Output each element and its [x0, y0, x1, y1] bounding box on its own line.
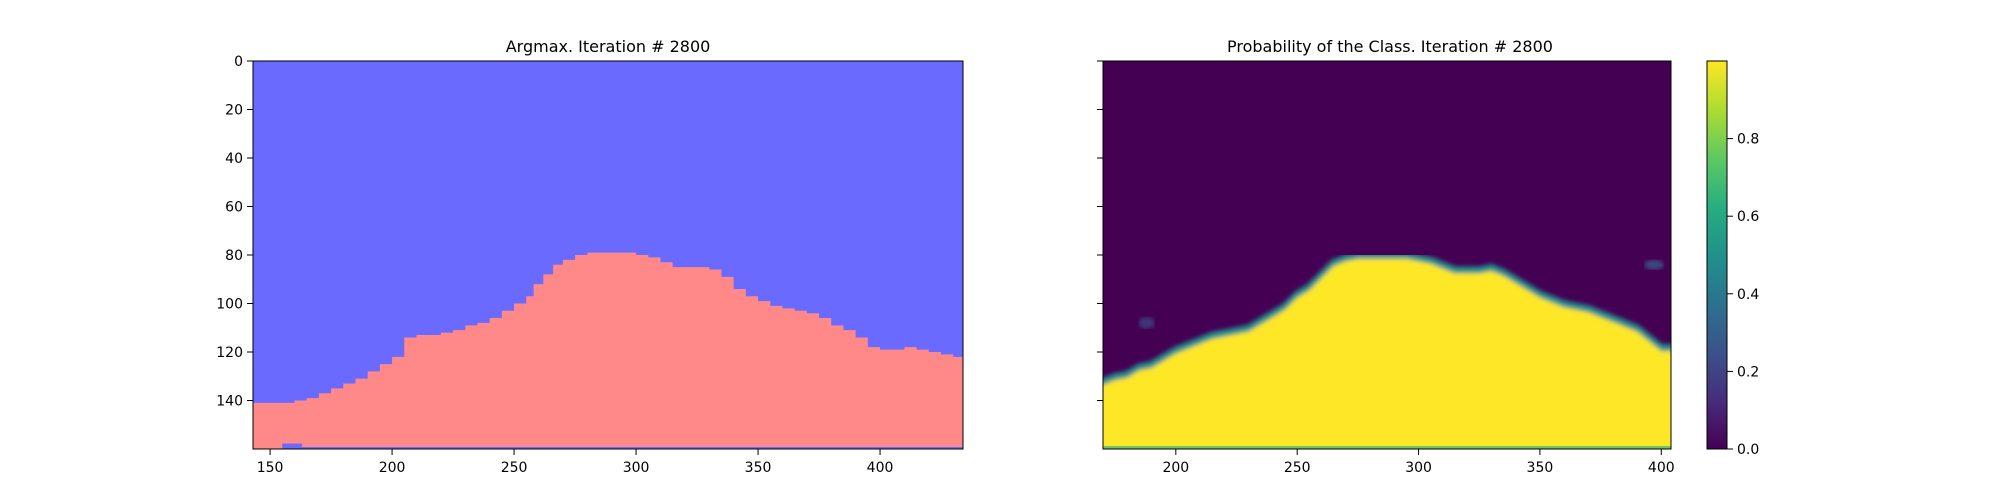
- argmax-x-tick-label: 250: [501, 460, 528, 476]
- argmax-y-tick-label: 60: [225, 200, 243, 216]
- argmax-bottom-strip: [282, 443, 302, 449]
- probability-plot-area: [1103, 61, 1671, 449]
- probability-x-tick-label: 250: [1284, 460, 1311, 476]
- argmax-x-tick-label: 350: [745, 460, 772, 476]
- argmax-y-tick-label: 20: [225, 103, 243, 119]
- argmax-y-tick-label: 140: [216, 394, 243, 410]
- colorbar-tick-label: 0.8: [1737, 132, 1759, 148]
- argmax-bottom-strip: [301, 447, 963, 449]
- argmax-panel: Argmax. Iteration # 2800 150 200 250 300 350…: [216, 37, 964, 476]
- probability-panel: Probability of the Class. Iteration # 28…: [1097, 37, 1675, 476]
- argmax-y-tick-label: 100: [216, 297, 243, 313]
- colorbar-tick-label: 0.6: [1737, 209, 1759, 225]
- argmax-y-tick-label: 40: [225, 151, 243, 167]
- argmax-y-tick-label: 0: [234, 54, 243, 70]
- probability-high-region: [1103, 259, 1671, 449]
- probability-title: Probability of the Class. Iteration # 28…: [1227, 37, 1553, 56]
- argmax-x-tick-label: 300: [623, 460, 650, 476]
- probability-high-region-group: [1103, 252, 1671, 449]
- argmax-x-axis: 150 200 250 300 350 400: [257, 449, 894, 476]
- probability-x-tick-label: 400: [1648, 460, 1675, 476]
- argmax-y-tick-label: 120: [216, 345, 243, 361]
- colorbar-tick-label: 0.2: [1737, 364, 1759, 380]
- colorbar-ticks: 0.0 0.2 0.4 0.6 0.8: [1727, 132, 1759, 458]
- colorbar: 0.0 0.2 0.4 0.6 0.8: [1706, 60, 1759, 458]
- probability-patch: [1138, 316, 1155, 329]
- probability-patch: [1644, 259, 1665, 270]
- colorbar-gradient: [1706, 60, 1728, 450]
- argmax-title: Argmax. Iteration # 2800: [506, 37, 711, 56]
- probability-x-axis: 200 250 300 350 400: [1162, 449, 1675, 476]
- probability-x-tick-label: 350: [1527, 460, 1554, 476]
- argmax-plot-area: [253, 61, 963, 449]
- probability-x-tick-label: 300: [1405, 460, 1432, 476]
- colorbar-tick-label: 0.4: [1737, 287, 1759, 303]
- argmax-x-tick-label: 200: [379, 460, 406, 476]
- colorbar-tick-label: 0.0: [1737, 442, 1759, 458]
- argmax-frame: [252, 60, 964, 450]
- probability-frame: [1102, 60, 1672, 450]
- argmax-x-tick-label: 400: [867, 460, 894, 476]
- argmax-y-tick-label: 80: [225, 248, 243, 264]
- argmax-y-axis: 0 20 40 60 80 100 120 140: [216, 54, 253, 410]
- argmax-lower-class-region: [253, 252, 963, 449]
- argmax-x-tick-label: 150: [257, 460, 284, 476]
- probability-y-axis: [1097, 60, 1103, 401]
- probability-bottom-edge: [1103, 446, 1671, 449]
- probability-x-tick-label: 200: [1162, 460, 1189, 476]
